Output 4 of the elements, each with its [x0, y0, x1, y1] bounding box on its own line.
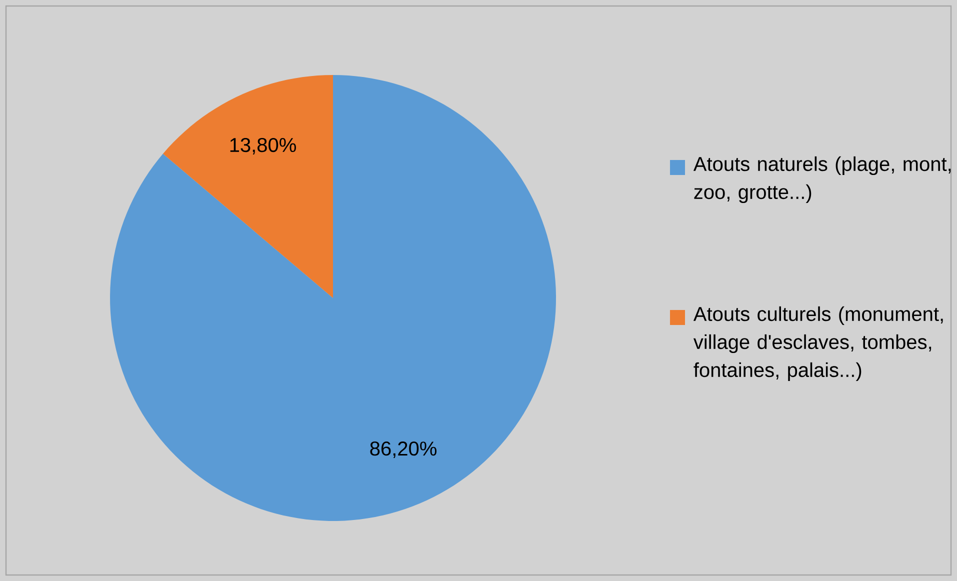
legend-label: Atouts naturels (plage, mont, zoo, grotte...) — [693, 156, 951, 204]
legend-label: Atouts culturels (monument, village d'esclaves, tombes, fontaines, palais...) — [693, 306, 943, 382]
data-label: 86,20% — [370, 442, 436, 458]
data-label: 13,80% — [230, 138, 296, 154]
